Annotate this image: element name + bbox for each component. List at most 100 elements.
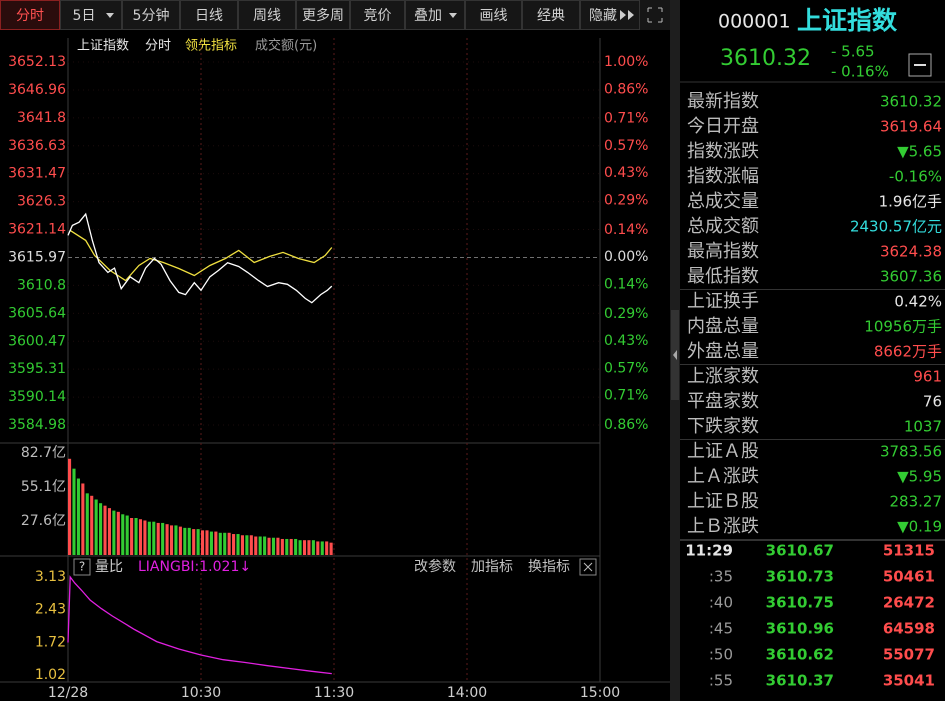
stat-value: 283.27	[890, 493, 943, 511]
pct-tick-label: 0.57%	[604, 360, 648, 376]
tick-volume: 55077	[883, 646, 935, 664]
x-tick-label: 11:30	[314, 685, 354, 701]
indicator-button[interactable]: 加指标	[471, 559, 513, 575]
volume-bar	[298, 540, 302, 555]
tick-time: :50	[709, 646, 733, 664]
volume-bar	[76, 478, 80, 555]
fullscreen-icon[interactable]	[647, 7, 663, 23]
volume-tick-label: 82.7亿	[21, 445, 66, 461]
toolbar-tab-label[interactable]: 5分钟	[133, 7, 170, 24]
collapse-arrow[interactable]	[673, 350, 677, 360]
legend-item: 上证指数	[77, 39, 129, 54]
tick-price: 3610.73	[766, 568, 834, 586]
stat-value: 0.42%	[894, 293, 942, 311]
volume-bar	[223, 532, 227, 555]
pct-tick-label: 0.71%	[604, 111, 648, 127]
stat-value: 1.96亿手	[879, 193, 942, 211]
volume-bar	[134, 517, 138, 555]
volume-bar	[143, 520, 147, 555]
toolbar-tab[interactable]	[180, 0, 238, 30]
quote-code: 000001	[718, 11, 791, 33]
quote-change-pct: - 0.16%	[831, 63, 889, 81]
stat-value: -0.16%	[889, 168, 942, 186]
toolbar-tab[interactable]	[238, 0, 296, 30]
toolbar-tab-label[interactable]: 周线	[253, 8, 281, 24]
volume-bar	[258, 536, 262, 555]
toolbar-tab[interactable]	[296, 0, 350, 30]
tick-price: 3610.67	[766, 542, 834, 560]
stat-label: 总成交量	[687, 191, 759, 212]
volume-bar	[94, 499, 98, 555]
toolbar-tab[interactable]	[350, 0, 405, 30]
volume-bar	[289, 538, 293, 555]
toolbar-tab-label[interactable]: 画线	[480, 8, 508, 24]
toolbar-tab-label[interactable]: 5日	[73, 8, 96, 24]
volume-bar	[68, 458, 72, 555]
indicator-tick-label: 2.43	[35, 602, 66, 618]
volume-bar	[276, 537, 280, 555]
help-box[interactable]	[73, 558, 91, 576]
toolbar-tab-label[interactable]: 更多周	[302, 7, 344, 24]
leading-line	[69, 229, 333, 282]
tick-time: :45	[709, 620, 733, 638]
toolbar-tab[interactable]	[465, 0, 522, 30]
toolbar-tab[interactable]	[122, 0, 180, 30]
toolbar-tab[interactable]	[60, 0, 122, 30]
volume-bar	[320, 541, 324, 555]
indicator-reading: LIANGBI:1.021↓	[138, 559, 251, 575]
indicator-tick-label: 1.02	[35, 667, 66, 683]
toolbar-tab-label[interactable]: 经典	[537, 8, 565, 24]
x-tick-label: 12/28	[48, 685, 88, 701]
toolbar-tab-label[interactable]: 竞价	[364, 7, 392, 24]
close-indicator[interactable]	[579, 558, 597, 576]
toolbar-tab-label[interactable]: 分时	[16, 8, 44, 24]
toolbar-tab-label[interactable]: 隐藏	[589, 8, 617, 24]
volume-bar	[99, 503, 103, 555]
volume-bar	[267, 537, 271, 555]
volume-bar	[178, 526, 182, 555]
stat-value: 3610.32	[880, 93, 942, 111]
volume-bar	[152, 521, 156, 555]
pct-tick-label: 0.43%	[604, 165, 648, 181]
volume-bar	[81, 483, 85, 555]
stat-value: 2430.57亿元	[850, 218, 942, 236]
indicator-button[interactable]: 换指标	[528, 558, 570, 575]
stat-value: 3783.56	[880, 443, 942, 461]
pct-tick-label: 0.14%	[604, 222, 648, 238]
volume-bar	[196, 529, 200, 555]
toolbar-tab[interactable]	[522, 0, 580, 30]
stat-label: 下跌家数	[687, 416, 759, 437]
toolbar-tab-label[interactable]: 叠加	[414, 8, 442, 24]
volume-bar	[90, 495, 94, 555]
tick-volume: 35041	[883, 672, 935, 690]
toolbar-tab-label[interactable]: 日线	[195, 8, 223, 24]
indicator-button[interactable]: 改参数	[414, 558, 456, 575]
volume-bar	[307, 540, 311, 555]
tick-price: 3610.96	[766, 620, 834, 638]
stat-label: 总成交额	[687, 216, 759, 237]
tick-price: 3610.75	[766, 594, 834, 612]
pct-tick-label: 0.29%	[604, 306, 648, 322]
tick-volume: 50461	[883, 568, 935, 586]
stat-label: 上证换手	[687, 291, 759, 312]
help-label[interactable]: ?	[79, 560, 85, 574]
toolbar-tab[interactable]	[0, 0, 60, 30]
volume-bar	[214, 531, 218, 555]
x-tick-label: 14:00	[447, 685, 487, 701]
pct-tick-label: 0.14%	[604, 276, 648, 292]
volume-bar	[205, 530, 209, 555]
volume-bar	[156, 522, 160, 555]
volume-bar	[311, 540, 315, 555]
liangbi-line	[67, 575, 332, 675]
more-arrows[interactable]	[620, 10, 634, 20]
y-tick-label: 3615.97	[8, 249, 66, 265]
collapse-button[interactable]	[908, 53, 932, 77]
stat-label: 上Ｂ涨跌	[687, 516, 759, 537]
pct-tick-label: 0.71%	[604, 388, 648, 404]
stat-value: ▼5.95	[897, 468, 942, 486]
stat-label: 最新指数	[687, 91, 759, 112]
pct-tick-label: 0.86%	[604, 81, 648, 97]
volume-bar	[125, 515, 129, 555]
